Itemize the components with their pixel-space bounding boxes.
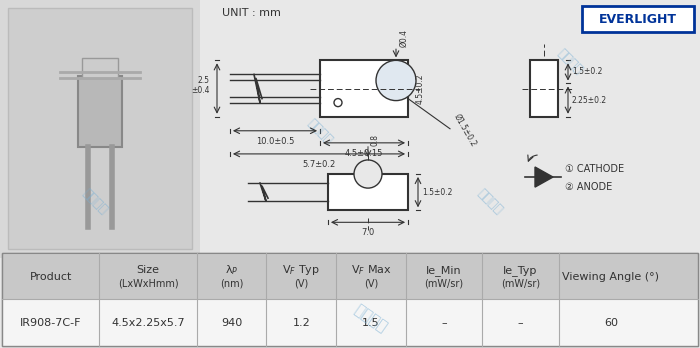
- Text: (mW/sr): (mW/sr): [424, 278, 463, 288]
- Text: Viewing Angle (°): Viewing Angle (°): [563, 272, 659, 282]
- Text: 超毅电子: 超毅电子: [351, 302, 389, 335]
- Bar: [8, 8, 192, 250]
- Polygon shape: [535, 167, 553, 187]
- Text: λ$_P$: λ$_P$: [225, 263, 239, 277]
- Text: 超毅电子: 超毅电子: [475, 187, 505, 218]
- Text: 5.7±0.2: 5.7±0.2: [302, 160, 335, 169]
- Text: 1.5±0.2: 1.5±0.2: [572, 67, 603, 76]
- Text: 60: 60: [604, 318, 618, 328]
- Text: ① CATHODE: ① CATHODE: [565, 164, 624, 174]
- Text: 4.5±0.15: 4.5±0.15: [345, 149, 383, 158]
- Text: 10.0±0.5: 10.0±0.5: [256, 137, 294, 146]
- Text: V$_F$ Typ: V$_F$ Typ: [282, 263, 320, 277]
- Text: ±0.4: ±0.4: [192, 86, 210, 95]
- Text: 7.0: 7.0: [361, 228, 374, 237]
- Text: –: –: [441, 318, 447, 328]
- Circle shape: [334, 98, 342, 106]
- Bar: [582, 6, 694, 32]
- Bar: [0, 0, 200, 258]
- Text: 2.5: 2.5: [198, 76, 210, 85]
- Text: 1.2: 1.2: [293, 318, 310, 328]
- Text: Ie_Typ: Ie_Typ: [503, 265, 538, 276]
- Text: 4.5±0.2: 4.5±0.2: [416, 73, 425, 104]
- Text: (V): (V): [294, 278, 309, 288]
- Text: 0.8: 0.8: [371, 134, 380, 146]
- Bar: [2, 299, 698, 346]
- Text: 超毅电子: 超毅电子: [555, 46, 585, 77]
- Bar: [78, 77, 122, 147]
- Text: 940: 940: [221, 318, 242, 328]
- Text: (LxWxHmm): (LxWxHmm): [118, 278, 178, 288]
- Text: 2.25±0.2: 2.25±0.2: [572, 96, 607, 105]
- Text: 1.5±0.2: 1.5±0.2: [422, 188, 452, 197]
- Text: Size: Size: [136, 266, 160, 276]
- Text: 1.5: 1.5: [362, 318, 379, 328]
- Text: (mW/sr): (mW/sr): [501, 278, 540, 288]
- Text: UNIT : mm: UNIT : mm: [222, 8, 281, 18]
- Text: 4.5x2.25x5.7: 4.5x2.25x5.7: [111, 318, 185, 328]
- Bar: [530, 60, 558, 117]
- Text: Ø0.4: Ø0.4: [399, 29, 408, 47]
- Text: 超毅电子: 超毅电子: [80, 187, 110, 218]
- Text: (nm): (nm): [220, 278, 244, 288]
- Circle shape: [354, 160, 382, 188]
- Text: Ø1.5±0.2: Ø1.5±0.2: [452, 113, 478, 149]
- Circle shape: [376, 60, 416, 101]
- Bar: [2, 255, 698, 299]
- Text: EVERLIGHT: EVERLIGHT: [599, 13, 677, 26]
- Text: V$_F$ Max: V$_F$ Max: [351, 263, 391, 277]
- Bar: [328, 174, 408, 210]
- Text: Product: Product: [29, 272, 72, 282]
- Text: –: –: [518, 318, 524, 328]
- Text: IR908-7C-F: IR908-7C-F: [20, 318, 81, 328]
- Text: 超毅电子: 超毅电子: [304, 117, 335, 147]
- Text: ② ANODE: ② ANODE: [565, 182, 612, 192]
- Text: Ie_Min: Ie_Min: [426, 265, 462, 276]
- Bar: [320, 60, 408, 117]
- Bar: [82, 58, 118, 78]
- Text: (V): (V): [364, 278, 378, 288]
